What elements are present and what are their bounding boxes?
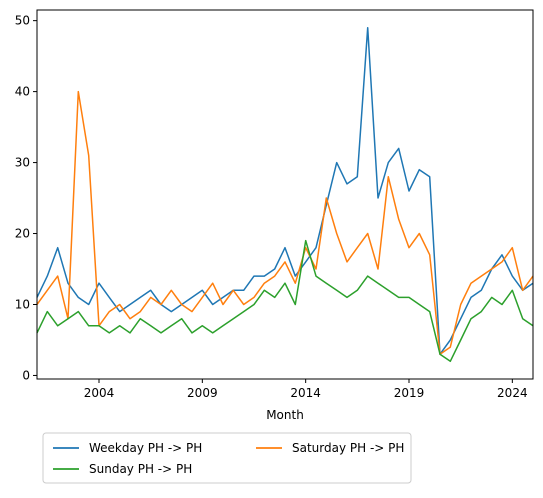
series-line-3 [36,239,534,363]
series-layer [36,26,534,363]
x-tick-label: 2014 [290,386,321,400]
legend-label: Saturday PH -> PH [292,441,404,455]
series-line-1 [36,26,534,355]
x-tick-label: 2004 [84,386,115,400]
y-tick-label: 40 [15,85,30,99]
x-axis-ticks: 2004 2009 2014 2019 2024 [84,379,528,400]
x-axis-label: Month [266,408,304,422]
y-tick-label: 0 [22,368,30,382]
legend-label: Weekday PH -> PH [89,441,202,455]
y-tick-label: 20 [15,227,30,241]
legend-frame [42,432,412,484]
y-tick-label: 10 [15,297,30,311]
x-tick-label: 2019 [394,386,425,400]
x-tick-label: 2024 [497,386,528,400]
legend: Weekday PH -> PH Saturday PH -> PH Sunday … [42,432,412,484]
y-axis-ticks: 0 10 20 30 40 50 [15,14,37,382]
legend-label: Sunday PH -> PH [89,462,192,476]
plot-frame [36,9,534,380]
y-tick-label: 50 [15,14,30,28]
x-tick-label: 2009 [187,386,218,400]
y-tick-label: 30 [15,156,30,170]
series-line-2 [36,90,534,355]
